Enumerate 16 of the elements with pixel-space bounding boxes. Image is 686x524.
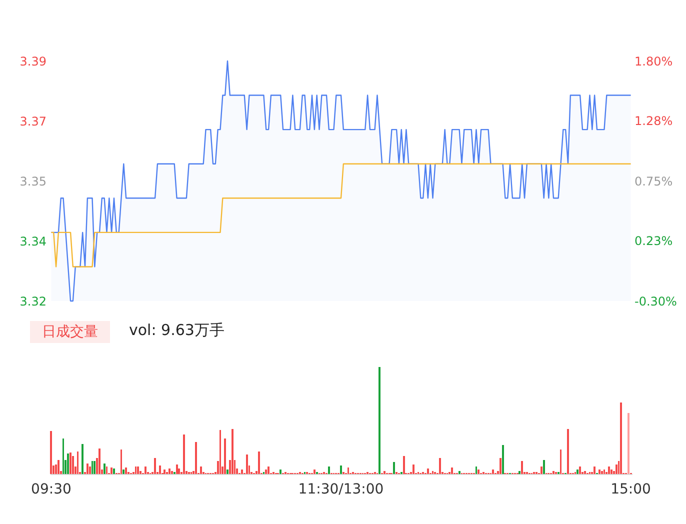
text: vol: 9.63万手 xyxy=(129,321,224,340)
y2-tick-label: 1.28% xyxy=(634,114,673,128)
y-tick-label: 3.32 xyxy=(20,294,46,308)
y-tick-label: 3.35 xyxy=(20,174,46,188)
y-tick-label: 3.39 xyxy=(20,54,46,68)
x-tick-label: 09:30 xyxy=(31,482,72,498)
y2-tick-label: 1.80% xyxy=(634,54,673,68)
y-tick-label: 3.37 xyxy=(20,114,46,128)
line-series xyxy=(50,163,632,268)
y-tick-label: 3.34 xyxy=(20,234,46,248)
x-tick-label: 15:00 xyxy=(610,482,651,498)
y2-tick-label: 0.75% xyxy=(634,174,673,188)
x-tick-label: 11:30/13:00 xyxy=(298,482,384,498)
text: 日成交量 xyxy=(30,321,110,343)
y2-tick-label: 0.23% xyxy=(634,234,673,248)
y2-tick-label: -0.30% xyxy=(634,294,677,308)
